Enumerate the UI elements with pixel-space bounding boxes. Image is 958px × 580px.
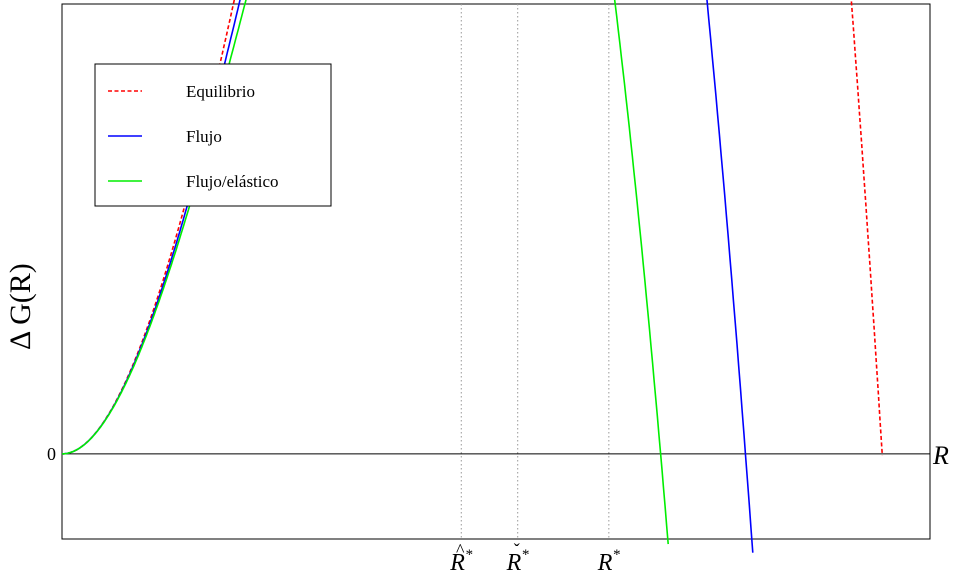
reference-lines [460, 4, 610, 539]
legend-label-2: Flujo [186, 127, 222, 146]
series-line-2 [61, 0, 754, 553]
legend-label-1: Equilibrio [186, 82, 255, 101]
legend: Equilibrio Flujo Flujo/elástico [94, 63, 332, 207]
plot-frame [61, 3, 931, 540]
series-line-3 [61, 0, 669, 545]
legend-box [94, 63, 332, 207]
y-tick-zero: 0 [47, 444, 56, 464]
x-tick-accent-r-check-star: ˇ [514, 540, 520, 560]
x-axis-label: R [932, 441, 949, 470]
x-tick-labels: R*^ R*ˇ R* [449, 540, 620, 576]
x-tick-accent-r-hat-star: ^ [456, 540, 465, 560]
y-axis-label: Δ G(R) [4, 263, 37, 350]
legend-label-3: Flujo/elástico [186, 172, 279, 191]
x-tick-r-star: R* [597, 547, 621, 576]
